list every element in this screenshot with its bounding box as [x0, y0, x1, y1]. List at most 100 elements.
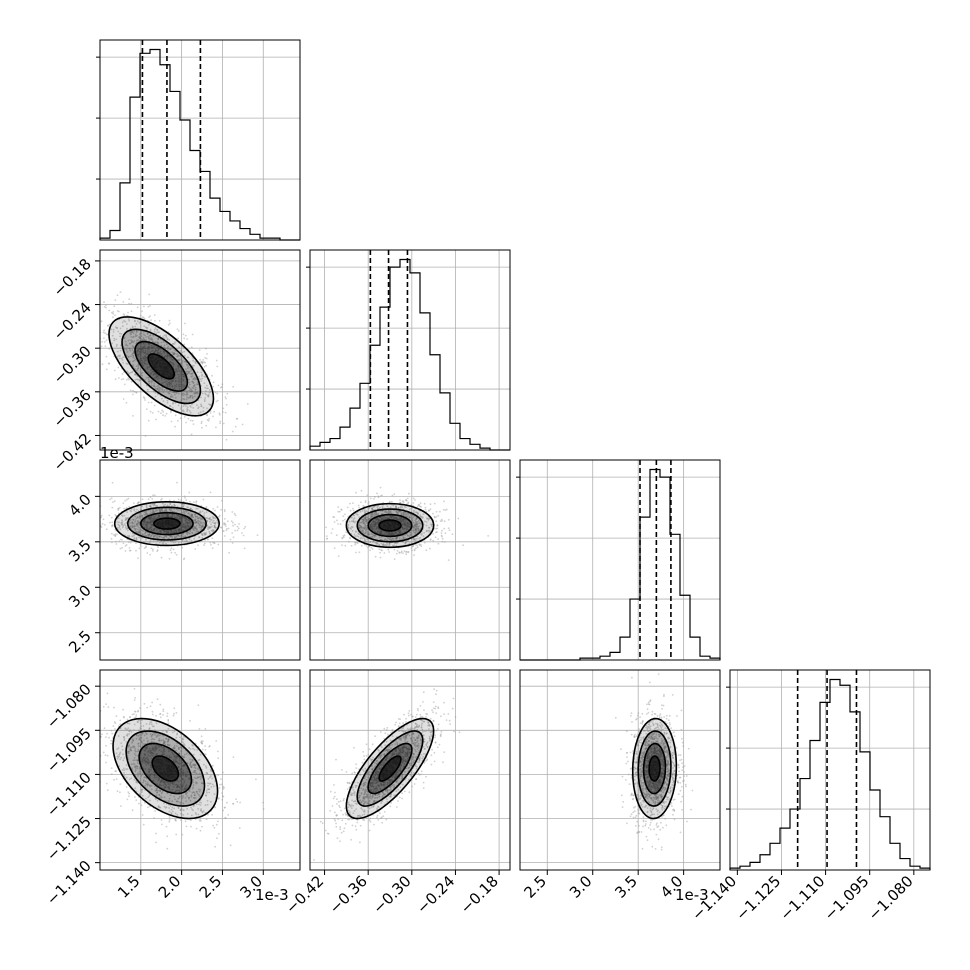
sample-point [167, 324, 170, 326]
sample-point [194, 520, 197, 522]
sample-point [175, 391, 177, 394]
sample-point [148, 533, 150, 536]
sample-point [135, 523, 138, 526]
sample-point [188, 381, 191, 384]
sample-point [129, 331, 132, 334]
sample-point [114, 540, 117, 543]
sample-point [381, 549, 383, 552]
sample-point [187, 386, 190, 389]
sample-point [191, 516, 194, 518]
sample-point [348, 520, 351, 523]
sample-point [187, 356, 190, 359]
sample-point [380, 532, 382, 535]
sample-point [145, 534, 148, 537]
sample-point [152, 754, 155, 757]
sample-point [141, 524, 144, 526]
sample-point [416, 512, 419, 515]
sample-point [186, 531, 189, 534]
sample-point [207, 788, 210, 791]
sample-point [147, 754, 150, 756]
sample-point [196, 391, 199, 394]
sample-point [205, 533, 207, 536]
sample-point [368, 533, 371, 536]
histogram-line [309, 258, 510, 451]
sample-point [429, 508, 432, 511]
sample-point [369, 524, 372, 526]
sample-point [408, 523, 411, 525]
sample-point [211, 531, 214, 533]
sample-point [414, 527, 417, 530]
sample-point [143, 519, 146, 522]
sample-point [374, 522, 377, 525]
sample-point [406, 522, 409, 524]
sample-point [144, 355, 147, 358]
sample-point [416, 511, 419, 514]
sample-point [400, 531, 403, 534]
sample-point [211, 525, 213, 528]
sample-point [209, 768, 212, 771]
sample-point [190, 370, 192, 372]
sample-point [211, 547, 214, 550]
sample-point [149, 764, 152, 767]
sample-point [172, 365, 175, 368]
sample-point [189, 396, 192, 399]
sample-point [392, 504, 395, 507]
sample-point [411, 519, 414, 521]
sample-point [140, 351, 143, 354]
sample-point [191, 514, 193, 517]
sample-point [129, 549, 132, 552]
sample-point [186, 808, 189, 810]
sample-point [183, 764, 185, 767]
sample-point [125, 544, 128, 546]
histogram-panel [96, 39, 301, 241]
sample-point [180, 393, 183, 396]
sample-point [148, 761, 151, 764]
sample-point [165, 530, 168, 533]
sample-point [190, 388, 193, 391]
sample-point [373, 505, 376, 508]
sample-point [192, 781, 195, 784]
sample-point [186, 370, 189, 372]
sample-point [395, 517, 397, 520]
sample-point [183, 527, 186, 529]
sample-point [179, 417, 182, 420]
sample-point [183, 744, 186, 747]
sample-point [116, 757, 119, 760]
sample-point [362, 522, 365, 525]
sample-point [143, 753, 146, 755]
sample-point [185, 361, 188, 364]
sample-point [434, 516, 436, 519]
sample-point [161, 509, 163, 512]
sample-point [207, 784, 209, 787]
sample-point [395, 538, 398, 541]
sample-point [132, 518, 135, 521]
sample-point [153, 527, 156, 530]
sample-point [173, 531, 176, 533]
sample-point [137, 748, 140, 751]
sample-point [154, 341, 157, 344]
sample-point [145, 545, 148, 548]
sample-point [362, 527, 364, 529]
sample-point [180, 516, 183, 518]
sample-point [197, 544, 200, 547]
sample-point [180, 358, 183, 361]
sample-point [173, 391, 175, 394]
sample-point [194, 527, 196, 529]
sample-point [154, 350, 156, 353]
sample-point [201, 536, 204, 539]
sample-point [206, 414, 208, 416]
sample-point [130, 749, 132, 752]
sample-point [191, 513, 194, 516]
sample-point [157, 351, 160, 354]
sample-point [215, 740, 218, 742]
sample-point [144, 784, 146, 787]
sample-point [130, 355, 132, 358]
sample-point [375, 521, 378, 524]
sample-point [181, 795, 183, 797]
sample-point [204, 390, 207, 392]
sample-point [184, 527, 187, 529]
sample-point [201, 518, 204, 521]
sample-point [441, 535, 443, 538]
sample-point [203, 375, 206, 378]
sample-point [215, 426, 217, 429]
